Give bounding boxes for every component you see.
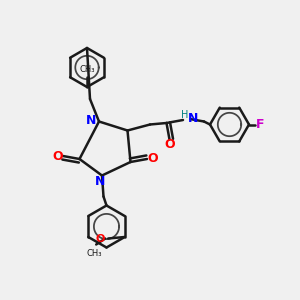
Text: N: N	[86, 113, 97, 127]
Text: O: O	[147, 152, 158, 166]
Text: F: F	[256, 118, 265, 131]
Text: N: N	[188, 112, 198, 125]
Text: O: O	[164, 138, 175, 152]
Text: CH₃: CH₃	[79, 64, 95, 74]
Text: CH₃: CH₃	[87, 249, 102, 258]
Text: H: H	[181, 110, 188, 121]
Text: N: N	[95, 175, 106, 188]
Text: O: O	[52, 149, 63, 163]
Text: O: O	[96, 233, 105, 244]
